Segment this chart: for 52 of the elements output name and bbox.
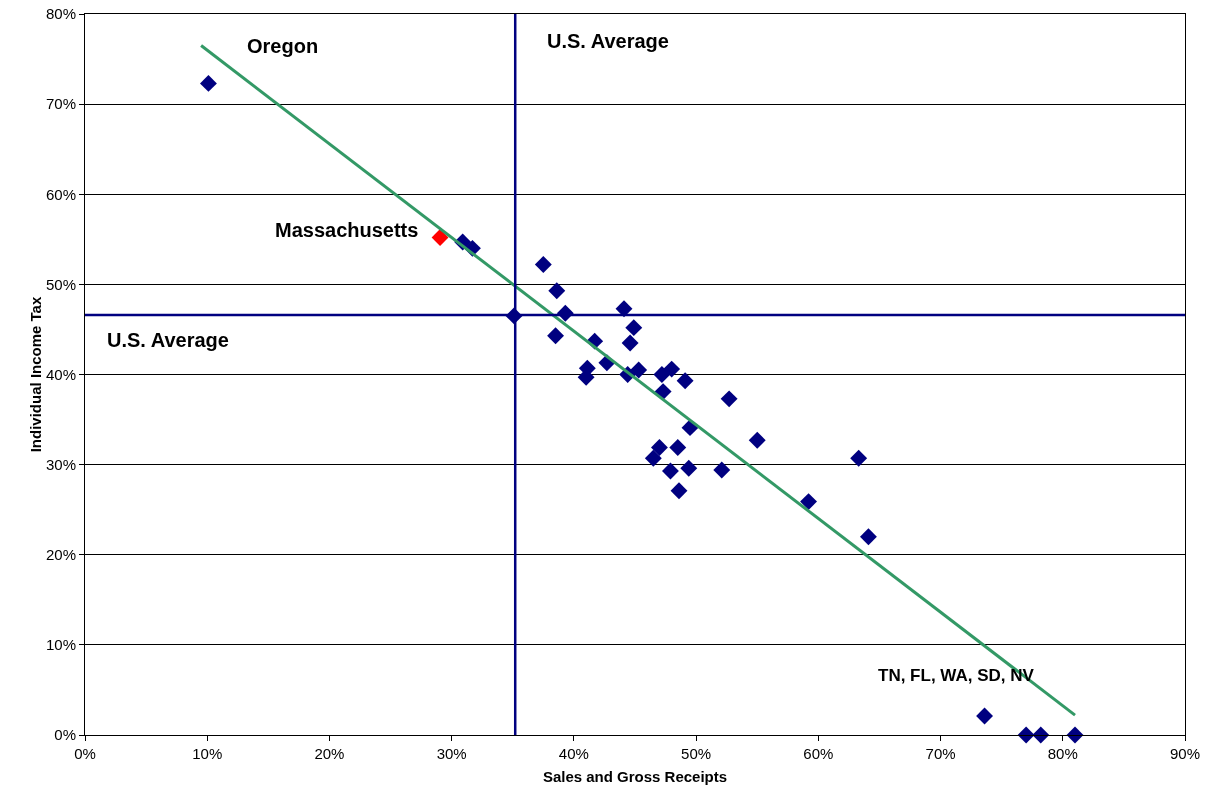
point	[1032, 726, 1050, 744]
point	[630, 361, 648, 379]
point	[670, 482, 688, 500]
y-axis-title: Individual Income Tax	[26, 296, 44, 453]
x-tick-label: 90%	[1169, 745, 1201, 762]
point	[800, 493, 818, 511]
ref-line-label: U.S. Average	[547, 30, 669, 52]
x-tick-label: 30%	[436, 745, 467, 762]
y-tick-label: 30%	[45, 455, 76, 473]
y-tick-label: 10%	[45, 636, 76, 654]
point	[431, 229, 449, 246]
y-tick-label: 20%	[45, 546, 76, 563]
point	[548, 282, 566, 300]
point	[621, 334, 639, 352]
y-tick-label: 0%	[54, 726, 76, 744]
x-tick-label: 0%	[74, 745, 96, 762]
x-tick-label: 20%	[314, 745, 345, 762]
point	[615, 300, 633, 318]
annotation: Massachusetts	[275, 219, 419, 241]
point	[547, 327, 565, 345]
y-tick-label: 80%	[45, 5, 76, 23]
point	[1066, 726, 1084, 744]
y-tick-label: 50%	[45, 275, 76, 293]
point	[644, 449, 662, 467]
y-tick-label: 60%	[45, 185, 76, 203]
y-tick-label: 40%	[45, 365, 76, 383]
x-tick-label: 50%	[681, 745, 712, 762]
point	[859, 528, 877, 546]
point	[625, 319, 643, 337]
point	[720, 390, 738, 408]
point	[850, 449, 868, 467]
point	[748, 431, 766, 449]
x-tick-label: 70%	[925, 745, 956, 762]
point	[534, 256, 552, 273]
point	[650, 439, 668, 456]
point	[199, 74, 217, 92]
annotation: Oregon	[247, 35, 319, 57]
point	[663, 360, 681, 378]
ref-line-label: U.S. Average	[107, 329, 229, 351]
x-tick-label: 60%	[803, 745, 834, 762]
x-tick-label: 10%	[192, 745, 223, 762]
point	[653, 366, 671, 383]
x-tick-label: 80%	[1047, 745, 1078, 762]
point	[680, 459, 698, 477]
point	[713, 461, 731, 479]
x-tick-label: 40%	[558, 745, 589, 762]
point	[669, 439, 687, 456]
point	[661, 462, 679, 480]
y-tick-label: 70%	[45, 95, 76, 113]
x-axis-title: Sales and Gross Receipts	[542, 768, 728, 785]
point	[676, 372, 694, 390]
point	[976, 707, 994, 725]
